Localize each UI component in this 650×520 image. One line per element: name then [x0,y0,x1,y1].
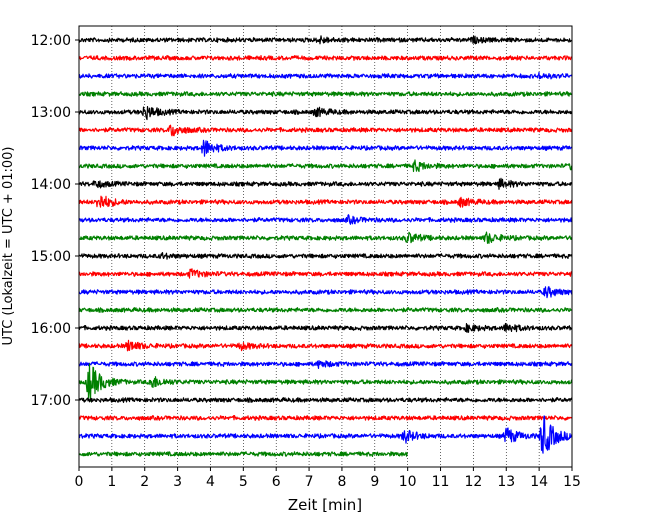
y-tick-label: 15:00 [31,249,71,265]
seismic-trace [78,139,573,157]
seismic-trace [78,415,573,421]
x-tick-label: 7 [305,474,314,490]
seismic-trace [78,124,573,137]
seismic-trace [78,106,573,121]
x-tick-label: 9 [370,474,379,490]
x-tick-label: 4 [206,474,215,490]
seismic-trace [78,55,573,61]
y-tick-label: 16:00 [31,321,71,337]
seismic-trace [78,360,573,369]
seismic-trace [78,214,573,225]
y-axis-label: UTC (Lokalzeit = UTC + 01:00) [1,147,16,346]
seismic-trace [78,231,573,244]
seismic-trace [78,322,573,333]
y-tick-label: 13:00 [31,105,71,121]
y-tick-label: 14:00 [31,177,71,193]
seismic-trace [78,339,573,352]
seismic-traces [78,35,573,457]
x-tick-label: 3 [173,474,182,490]
seismic-trace [78,195,573,208]
seismic-trace [78,177,573,190]
y-tick-label: 17:00 [31,393,71,409]
seismic-trace [78,415,573,454]
x-tick-label: 11 [432,474,450,490]
seismic-trace [78,451,409,457]
seismic-trace [78,35,573,45]
x-tick-label: 2 [140,474,149,490]
x-tick-label: 14 [530,474,548,490]
y-axis-ticks: 12:00 13:00 14:00 15:00 16:00 17:00 [31,33,79,409]
x-tick-label: 8 [337,474,346,490]
seismic-trace [78,252,573,260]
seismic-trace [78,159,573,173]
x-tick-label: 10 [399,474,417,490]
x-tick-label: 0 [75,474,84,490]
seismic-trace [78,71,573,80]
seismic-trace [78,91,573,97]
axes-frame [78,25,573,468]
x-axis-label: Zeit [min] [288,496,362,514]
x-tick-label: 13 [497,474,515,490]
x-axis-ticks: 0 1 2 3 4 5 6 7 8 9 10 11 12 13 14 15 [75,467,581,490]
x-tick-label: 15 [563,474,581,490]
x-tick-label: 5 [239,474,248,490]
seismic-trace [78,286,573,299]
x-tick-label: 1 [107,474,116,490]
x-tick-label: 6 [272,474,281,490]
seismic-trace [78,397,573,403]
seismic-trace [78,363,573,402]
seismic-trace [78,268,573,279]
y-tick-label: 12:00 [31,33,71,49]
seismic-trace [78,307,573,313]
x-tick-label: 12 [464,474,482,490]
